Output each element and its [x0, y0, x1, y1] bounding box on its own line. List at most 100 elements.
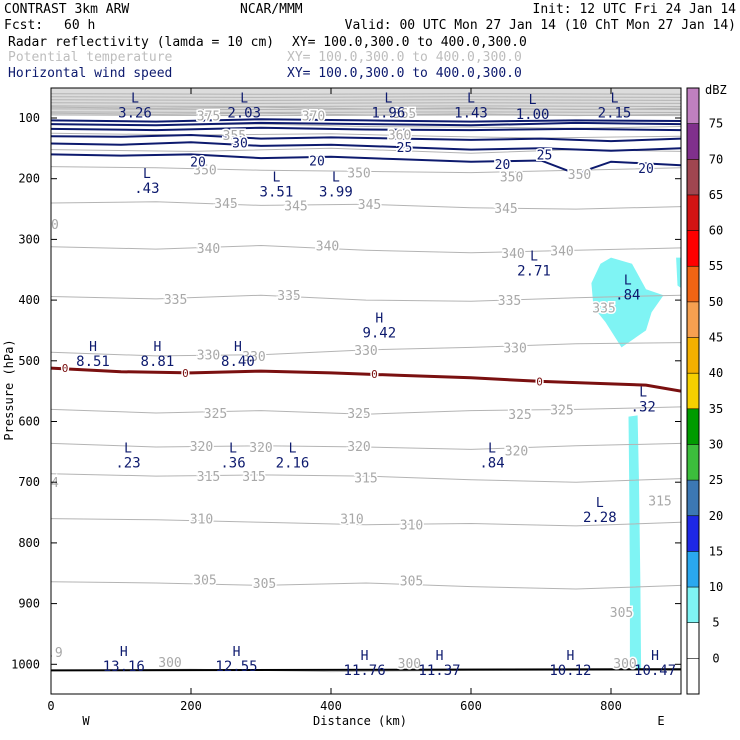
reflectivity-region	[591, 257, 664, 348]
wind-contour-25	[51, 141, 681, 152]
theta-contour-310	[51, 518, 681, 527]
colorbar-level-label: 65	[709, 188, 723, 202]
ground-line	[51, 668, 681, 672]
colorbar-level-label: 20	[709, 509, 723, 523]
wind-extremum-value: 1.00	[516, 107, 550, 123]
wind-speed-label: 20	[309, 154, 325, 169]
theta-label: 305	[193, 573, 216, 588]
theta-contours	[51, 88, 681, 673]
upper-theta-band	[51, 88, 681, 115]
wind-extremum-value: 10.47	[634, 663, 676, 679]
theta-label: 355	[223, 129, 246, 144]
west-label: W	[82, 714, 90, 728]
theta-label: 350	[568, 168, 591, 183]
theta-label: 320	[347, 440, 370, 455]
theta-label: 300	[613, 657, 636, 672]
theta-label: 325	[550, 403, 573, 418]
theta-label: 310	[340, 513, 363, 528]
field-xy-theta: XY= 100.0,300.0 to 400.0,300.0	[287, 50, 522, 65]
wind-speed-label: 25	[397, 141, 413, 156]
wind-extremum-marker: L	[529, 93, 537, 108]
colorbar-swatch	[687, 123, 699, 160]
theta-label: 325	[508, 408, 531, 423]
colorbar-swatch	[687, 658, 699, 694]
theta-label: 320	[190, 440, 213, 455]
colorbar-level-label: 45	[709, 331, 723, 345]
init-time: Init: 12 UTC Fri 24 Jan 14	[533, 2, 737, 17]
wind-extremum-value: 3.26	[118, 106, 152, 122]
theta-band-line	[51, 102, 681, 104]
theta-label: 340	[550, 244, 573, 259]
colorbar-level-label: 35	[709, 402, 723, 416]
colorbar-swatch	[687, 337, 699, 374]
y-tick-label: 500	[18, 354, 40, 368]
theta-contour-325	[51, 406, 681, 415]
field-name-theta: Potential temperature	[8, 50, 173, 65]
wind-extremum-marker: H	[436, 649, 444, 664]
theta-label: 330	[503, 341, 526, 356]
org-title: NCAR/MMM	[240, 2, 303, 17]
colorbar-swatch	[687, 301, 699, 338]
model-title: CONTRAST 3km ARW	[4, 2, 129, 17]
theta-label: 10	[43, 218, 59, 233]
wind-speed-label: 20	[638, 162, 654, 177]
colorbar-level-label: 5	[712, 616, 719, 630]
theta-label: 325	[347, 407, 370, 422]
colorbar-swatch	[687, 159, 699, 195]
colorbar-level-label: 40	[709, 366, 723, 380]
theta-label: 325	[204, 407, 227, 422]
wind-extremum-value: 12.55	[215, 659, 257, 675]
theta-label: 305	[400, 575, 423, 590]
theta-label: 370	[302, 110, 325, 125]
theta-label: 335	[498, 294, 521, 309]
theta-label: 315	[242, 470, 265, 485]
theta-label: 350	[500, 170, 523, 185]
colorbar-level-label: 50	[709, 295, 723, 309]
theta-label: 330	[242, 350, 265, 365]
theta-contour-345	[51, 201, 681, 210]
wind-extremum-marker: L	[488, 441, 496, 456]
wind-extremum-marker: L	[624, 274, 632, 289]
y-tick-label: 100	[18, 111, 40, 125]
theta-contour-330	[51, 342, 681, 357]
reflectivity-region	[628, 415, 642, 671]
ground-surface	[51, 668, 681, 672]
colorbar-level-label: 60	[709, 224, 723, 238]
x-tick-label: 800	[600, 699, 622, 713]
reflectivity-region	[676, 257, 681, 288]
wind-extremum-value: 1.96	[372, 106, 406, 122]
theta-band-line	[51, 93, 681, 95]
colorbar-level-label: 25	[709, 473, 723, 487]
wind-extremum-marker: L	[332, 171, 340, 186]
x-axis-label: Distance (km)	[313, 714, 407, 728]
wind-extremum-marker: H	[234, 340, 242, 355]
theta-band-line	[51, 105, 681, 108]
theta-contour-370	[51, 112, 681, 117]
colorbar-level-label: 70	[709, 152, 723, 166]
plot-frame	[50, 87, 682, 695]
wind-extremum-value: .84	[479, 455, 504, 471]
wind-extremum-value: 3.99	[319, 185, 353, 201]
theta-label: 330	[197, 349, 220, 364]
wind-extremum-value: 13.16	[103, 659, 145, 675]
theta-label: 9.9	[39, 646, 62, 661]
colorbar-swatch	[687, 194, 699, 231]
wind-extremum-marker: H	[651, 649, 659, 664]
y-tick-label: 800	[18, 536, 40, 550]
wind-extremum-marker: L	[229, 441, 237, 456]
theta-label: 345	[284, 199, 307, 214]
theta-contour-305	[51, 581, 681, 590]
y-tick-label: 1000	[11, 657, 40, 671]
colorbar-level-label: 10	[709, 580, 723, 594]
colorbar-swatch	[687, 88, 699, 124]
wind-extremum-marker: L	[272, 171, 280, 186]
theta-label: 300	[398, 657, 421, 672]
colorbar: dBZ 0 5 10 15 20 25 30 35 40 45 50 55 60 65 70 75	[686, 83, 727, 695]
wind-extremum-marker: H	[566, 649, 574, 664]
wind-extremum-value: 8.40	[221, 354, 255, 370]
theta-contour-320	[51, 442, 681, 450]
freezing-level-label: 0	[62, 362, 69, 375]
theta-label: 375	[197, 110, 220, 125]
